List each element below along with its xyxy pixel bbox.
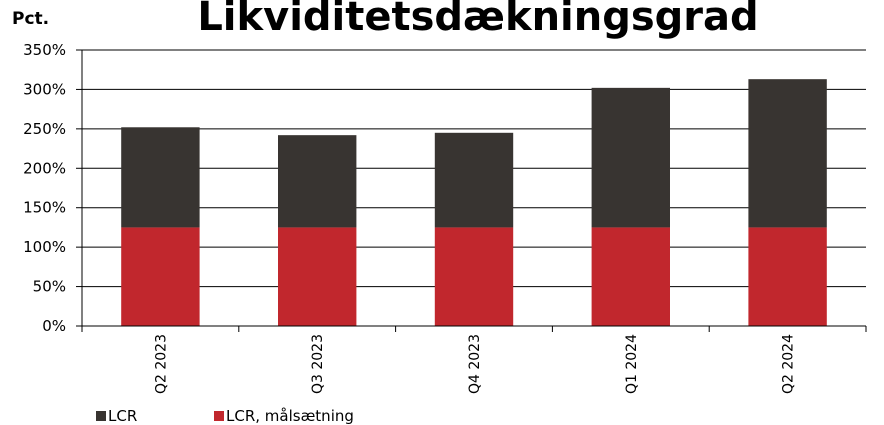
legend-label: LCR — [108, 407, 137, 425]
y-tick-labels: 0% 50% 100% 150% 200% 250% 300% 350% — [23, 41, 66, 335]
x-tick-label: Q4 2023 — [467, 334, 483, 394]
bar-lcr — [434, 132, 514, 228]
legend-label: LCR, målsætning — [226, 407, 354, 425]
bar-lcr-target — [591, 227, 670, 326]
y-tick-label: 0% — [42, 317, 66, 335]
x-tick-label: Q1 2024 — [624, 334, 640, 394]
y-tick-label: 100% — [23, 238, 66, 256]
x-tick-label: Q2 2023 — [153, 334, 169, 394]
axes — [76, 49, 867, 332]
chart-title: Likviditetsdækningsgrad — [197, 0, 758, 40]
x-tick-labels: Q2 2023 Q3 2023 Q4 2023 Q1 2024 Q2 2024 — [153, 334, 796, 394]
bar-lcr-target — [121, 227, 200, 326]
bar-lcr — [591, 87, 670, 228]
y-tick-label: 150% — [23, 199, 66, 217]
bar-lcr-target — [748, 227, 827, 326]
y-tick-label: 200% — [23, 159, 66, 177]
x-tick-label: Q3 2023 — [310, 334, 326, 394]
x-tick-label: Q2 2024 — [781, 334, 797, 394]
y-tick-label: 350% — [23, 41, 66, 59]
bar-lcr — [748, 79, 827, 228]
bar-lcr — [121, 127, 200, 228]
bar-lcr-target — [434, 227, 514, 326]
legend: LCR LCR, målsætning — [96, 407, 354, 425]
y-tick-label: 300% — [23, 80, 66, 98]
bars — [121, 79, 827, 326]
y-unit-label: Pct. — [12, 9, 49, 29]
legend-swatch — [214, 411, 224, 421]
y-tick-label: 250% — [23, 120, 66, 138]
legend-swatch — [96, 411, 106, 421]
y-tick-label: 50% — [33, 278, 66, 296]
bar-lcr-target — [278, 227, 357, 326]
bar-lcr — [278, 135, 357, 228]
